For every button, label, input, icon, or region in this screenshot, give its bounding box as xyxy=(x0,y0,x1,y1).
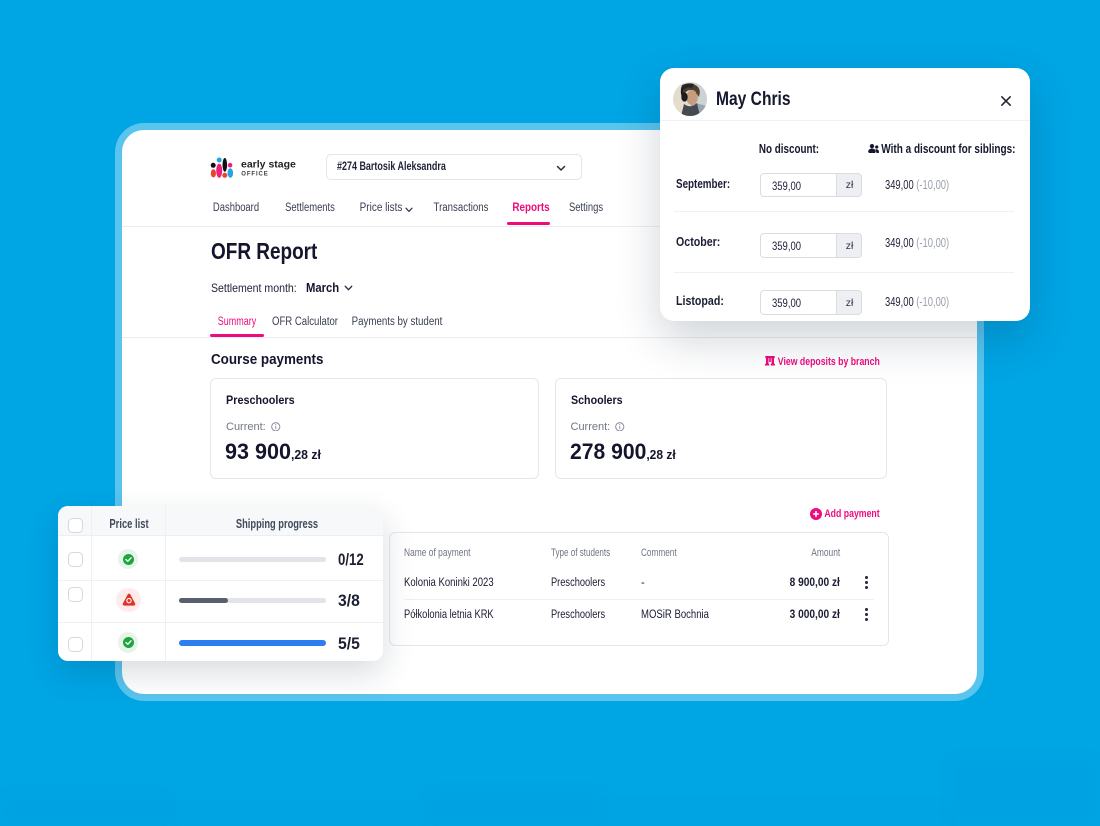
svg-text:early stage: early stage xyxy=(241,159,296,171)
svg-text:OFFICE: OFFICE xyxy=(241,172,268,178)
